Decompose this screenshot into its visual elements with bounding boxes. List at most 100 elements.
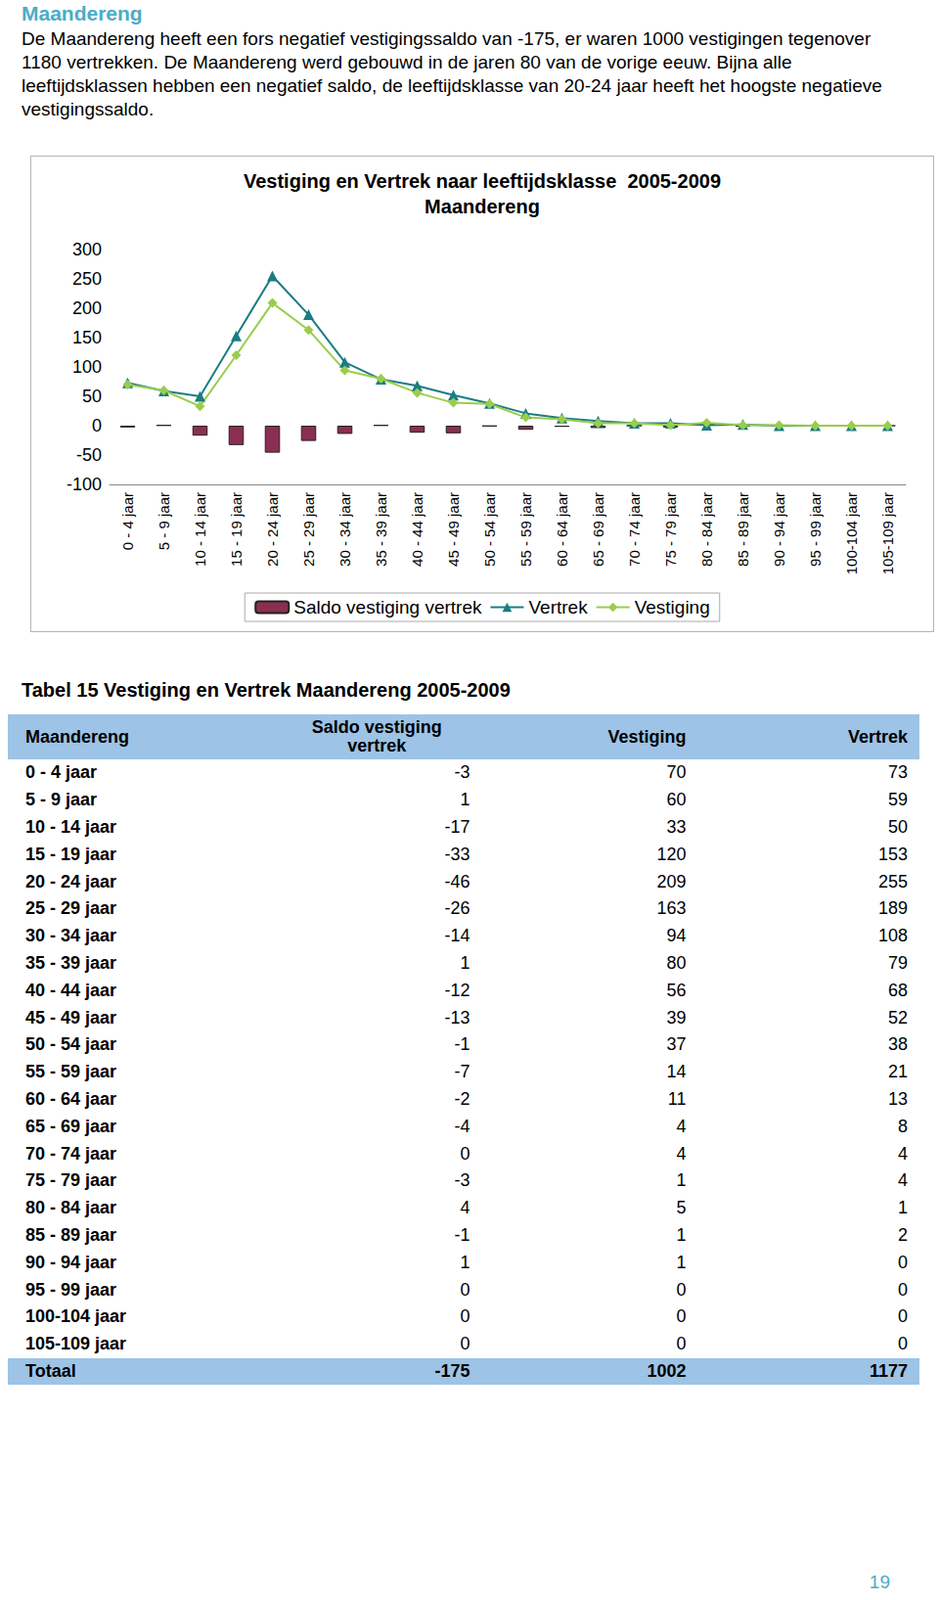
html-text:60: 60	[666, 789, 687, 810]
svg-text:150: 150	[72, 327, 102, 348]
html-text:1177: 1177	[869, 1360, 908, 1381]
html-text:90 - 94 jaar: 90 - 94 jaar	[25, 1251, 117, 1272]
svg-text:20 - 24 jaar: 20 - 24 jaar	[264, 491, 281, 567]
svg-text:70 - 74 jaar: 70 - 74 jaar	[626, 491, 643, 567]
svg-text:250: 250	[72, 268, 102, 289]
html-text:14: 14	[666, 1061, 687, 1082]
html-text:209: 209	[656, 871, 687, 891]
html-text:189: 189	[878, 898, 908, 918]
html-text:153: 153	[878, 843, 908, 864]
svg-text:40 - 44 jaar: 40 - 44 jaar	[408, 491, 426, 567]
html-text:-33: -33	[444, 843, 470, 864]
html-text:15 - 19 jaar: 15 - 19 jaar	[25, 843, 117, 864]
html-text:65 - 69 jaar: 65 - 69 jaar	[25, 1115, 117, 1136]
html-text:60 - 64 jaar: 60 - 64 jaar	[25, 1088, 117, 1109]
html-text:Maandereng: Maandereng	[25, 726, 130, 746]
svg-text:50: 50	[82, 386, 102, 406]
svg-text:90 - 94 jaar: 90 - 94 jaar	[770, 491, 788, 567]
html-text:38: 38	[888, 1034, 908, 1054]
svg-text:50 - 54 jaar: 50 - 54 jaar	[481, 491, 498, 567]
svg-text:15 - 19 jaar: 15 - 19 jaar	[227, 491, 245, 567]
svg-text:300: 300	[72, 239, 102, 260]
html-text:13: 13	[888, 1088, 908, 1109]
html-text:Vestiging: Vestiging	[607, 726, 687, 746]
html-text:-13: -13	[444, 1007, 470, 1027]
html-text:Maandereng: Maandereng	[21, 1, 143, 25]
svg-text:30 - 34 jaar: 30 - 34 jaar	[336, 491, 354, 567]
svg-text:25 - 29 jaar: 25 - 29 jaar	[300, 491, 317, 567]
html-text:94: 94	[666, 925, 687, 946]
svg-text:60 - 64 jaar: 60 - 64 jaar	[553, 491, 571, 567]
html-text:Tabel 15 Vestiging en Vertrek: Tabel 15 Vestiging en Vertrek Maandereng…	[21, 678, 511, 701]
html-text:1002: 1002	[647, 1360, 687, 1381]
svg-text:-100: -100	[66, 474, 102, 494]
html-text:80: 80	[666, 952, 687, 973]
svg-text:5 - 9 jaar: 5 - 9 jaar	[155, 491, 173, 550]
html-text:33: 33	[666, 816, 687, 837]
html-text:59: 59	[888, 789, 908, 810]
svg-text:-50: -50	[76, 445, 102, 465]
svg-text:75 - 79 jaar: 75 - 79 jaar	[662, 491, 679, 567]
svg-text:85 - 89 jaar: 85 - 89 jaar	[734, 491, 752, 567]
svg-text:105-109 jaar: 105-109 jaar	[879, 491, 896, 575]
svg-text:10 - 14 jaar: 10 - 14 jaar	[191, 491, 209, 567]
svg-text:Saldo vestiging vertrek: Saldo vestiging vertrek	[293, 596, 483, 618]
html-text:-17: -17	[444, 816, 470, 837]
html-text:-175: -175	[434, 1360, 470, 1381]
html-text:68: 68	[888, 979, 908, 1000]
svg-text:80 - 84 jaar: 80 - 84 jaar	[698, 491, 716, 567]
svg-text:0: 0	[91, 415, 102, 436]
svg-text:200: 200	[72, 298, 102, 318]
html-text:39: 39	[666, 1007, 687, 1027]
html-text:95 - 99 jaar: 95 - 99 jaar	[25, 1278, 117, 1299]
html-text:30 - 34 jaar: 30 - 34 jaar	[25, 925, 117, 946]
html-text:11: 11	[667, 1088, 687, 1109]
html-text:25 - 29 jaar: 25 - 29 jaar	[25, 898, 117, 918]
html-text:35 - 39 jaar: 35 - 39 jaar	[25, 952, 117, 973]
html-text:Totaal: Totaal	[25, 1360, 77, 1381]
html-text:De Maandereng heeft een fors n: De Maandereng heeft een fors negatief ve…	[21, 28, 883, 120]
html-text:-26: -26	[444, 898, 470, 918]
svg-text:45 - 49 jaar: 45 - 49 jaar	[445, 491, 462, 567]
html-text:75 - 79 jaar: 75 - 79 jaar	[25, 1170, 117, 1190]
html-text:45 - 49 jaar: 45 - 49 jaar	[25, 1007, 117, 1027]
html-text:21: 21	[888, 1061, 908, 1082]
svg-text:0 - 4 jaar: 0 - 4 jaar	[119, 491, 136, 550]
html-text:50 - 54 jaar: 50 - 54 jaar	[25, 1034, 117, 1054]
html-text:-12: -12	[444, 979, 470, 1000]
html-text:255: 255	[878, 871, 908, 891]
html-text:40 - 44 jaar: 40 - 44 jaar	[25, 979, 117, 1000]
html-text:108: 108	[878, 925, 908, 946]
html-text:19: 19	[869, 1570, 891, 1592]
svg-text:95 - 99 jaar: 95 - 99 jaar	[806, 491, 824, 567]
html-text:55 - 59 jaar: 55 - 59 jaar	[25, 1061, 117, 1082]
html-text:70: 70	[666, 762, 687, 782]
html-text:Saldo vestiging vertrek: Saldo vestiging vertrek	[311, 716, 442, 756]
html-text:5 - 9 jaar: 5 - 9 jaar	[25, 789, 97, 810]
svg-text:65 - 69 jaar: 65 - 69 jaar	[589, 491, 607, 567]
html-text:79: 79	[888, 952, 908, 973]
html-text:163: 163	[656, 898, 687, 918]
svg-text:Maandereng: Maandereng	[424, 195, 540, 218]
html-text:-46: -46	[444, 871, 470, 891]
svg-text:100-104 jaar: 100-104 jaar	[843, 491, 860, 575]
html-text:50: 50	[888, 816, 908, 837]
html-text:120: 120	[656, 843, 687, 864]
svg-text:Vertrek: Vertrek	[528, 596, 588, 618]
svg-text:Vestiging en Vertrek naar leef: Vestiging en Vertrek naar leeftijdsklass…	[243, 170, 721, 192]
svg-text:35 - 39 jaar: 35 - 39 jaar	[372, 491, 390, 567]
html-text:85 - 89 jaar: 85 - 89 jaar	[25, 1224, 117, 1245]
html-text:56: 56	[666, 979, 687, 1000]
html-text:0 - 4 jaar: 0 - 4 jaar	[25, 762, 97, 782]
html-text:37: 37	[666, 1034, 687, 1054]
html-text:10 - 14 jaar: 10 - 14 jaar	[25, 816, 117, 837]
html-text:73: 73	[888, 762, 908, 782]
html-text:Vertrek: Vertrek	[847, 726, 908, 746]
svg-text:Vestiging: Vestiging	[634, 596, 711, 618]
html-text:52: 52	[888, 1007, 908, 1027]
svg-text:100: 100	[72, 357, 102, 377]
svg-text:55 - 59 jaar: 55 - 59 jaar	[517, 491, 535, 567]
html-text:70 - 74 jaar: 70 - 74 jaar	[25, 1142, 117, 1163]
html-text:-14: -14	[444, 925, 470, 946]
html-text:20 - 24 jaar: 20 - 24 jaar	[25, 871, 117, 891]
